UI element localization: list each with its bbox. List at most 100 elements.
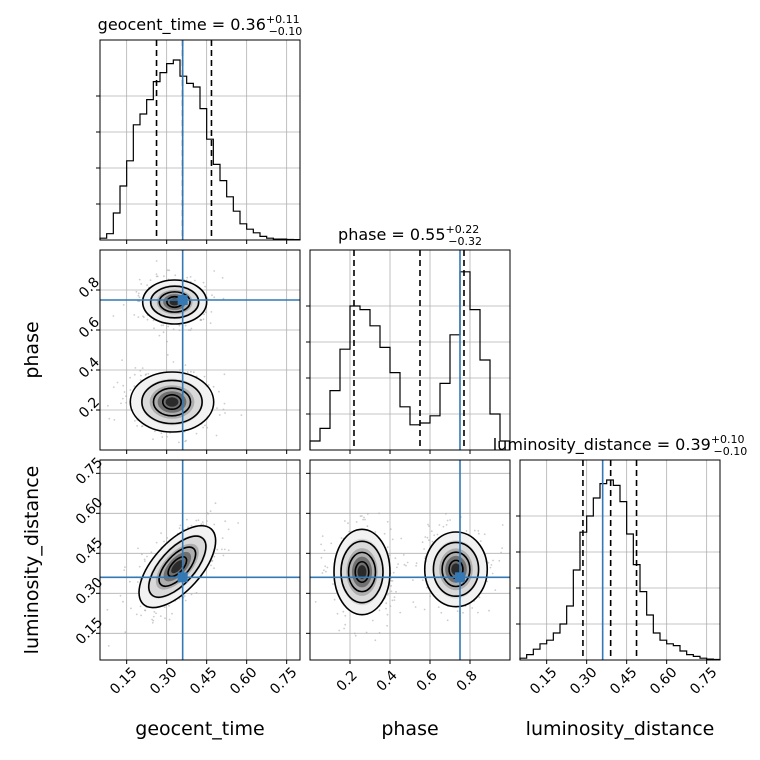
pair-phase-dist-sample-point [396, 566, 398, 569]
pair-phase-dist-sample-point [393, 596, 396, 598]
pair-time-phase-sample-point [129, 389, 132, 391]
pair-phase-dist-sample-point [392, 571, 395, 574]
pair-time-phase-ytick-label-2: 0.6 [76, 314, 103, 341]
pair-phase-dist-sample-point [438, 524, 441, 526]
pair-time-phase-sample-point [143, 316, 145, 319]
pair-time-phase-sample-point [186, 276, 189, 279]
pair-time-dist-ytick-label-3: 0.60 [73, 495, 106, 528]
pair-time-phase-sample-point [140, 374, 142, 377]
pair-time-dist-sample-point [136, 581, 139, 583]
pair-time-phase-sample-point [141, 367, 144, 369]
hist-phase-frame [309, 249, 511, 451]
pair-phase-dist-sample-point [415, 564, 417, 567]
pair-time-phase-sample-point [224, 412, 226, 414]
pair-phase-dist-sample-point [383, 532, 386, 535]
hist-geocent-time-histogram-steps [99, 59, 301, 241]
pair-phase-dist-contour-1-1 [432, 541, 480, 598]
histogram-panel-geocent-time: geocent_time = 0.36+0.11 −0.10 [96, 13, 302, 244]
pair-time-phase-sample-point [240, 414, 243, 416]
pair-phase-dist-sample-point [445, 512, 447, 515]
pair-time-phase-sample-point [202, 281, 205, 284]
pair-time-phase-sample-point [141, 425, 144, 427]
pair-time-phase-sample-point [223, 373, 226, 376]
pair-time-phase-sample-point [189, 329, 192, 332]
pair-phase-dist-sample-point [330, 542, 333, 545]
pair-time-dist-sample-point [152, 619, 155, 622]
hist-luminosity-distance-xtick-label-0: 0.15 [527, 664, 560, 697]
pair-time-dist-sample-point [106, 608, 109, 611]
pair-time-dist-sample-point [107, 645, 110, 647]
pair-time-phase-sample-point [178, 441, 180, 444]
pair-phase-dist-contour-0-3 [354, 560, 370, 584]
pair-time-phase-sample-point [218, 390, 220, 393]
pair-phase-dist-sample-point [449, 519, 451, 521]
pair-phase-dist-plot-area [314, 512, 504, 642]
pair-time-dist-sample-point [144, 609, 147, 612]
pair-time-phase-sample-point [166, 269, 169, 272]
pair-time-dist-frame [99, 459, 301, 661]
pair-time-dist-sample-point [195, 519, 198, 522]
pair-phase-dist-sample-point [347, 522, 349, 525]
pair-time-phase-sample-point [221, 277, 224, 279]
pair-phase-dist-sample-point [487, 561, 490, 564]
pair-phase-dist-sample-point [365, 631, 368, 634]
pair-phase-dist-sample-point [436, 533, 439, 536]
pair-phase-dist-sample-point [366, 525, 369, 528]
pair-phase-dist-contour-1-2 [441, 551, 471, 588]
pair-time-dist-contour-0-3 [167, 555, 188, 578]
pair-time-phase-sample-point [184, 324, 187, 327]
pair-phase-dist-sample-point [429, 595, 432, 598]
pair-phase-dist-sample-point [426, 586, 428, 589]
pair-time-phase-sample-point [204, 285, 207, 288]
pair-time-phase-sample-point [167, 325, 170, 328]
pair-time-phase-sample-point [222, 297, 225, 300]
pair-phase-dist-sample-point [385, 602, 388, 605]
pair-time-dist-sample-point [224, 520, 227, 523]
pair-time-phase-sample-point [155, 260, 158, 262]
pair-phase-dist-sample-point [389, 605, 392, 607]
pair-time-phase-sample-point [216, 407, 218, 409]
pair-time-phase-sample-point [137, 316, 140, 318]
pair-time-dist-sample-point [141, 553, 143, 556]
pair-time-phase-sample-point [211, 294, 213, 297]
pair-phase-dist-sample-point [323, 569, 325, 572]
pair-phase-dist-sample-point [320, 543, 322, 546]
contour-panel-geocent-time-vs-luminosity-distance: 0.150.300.450.600.750.15 0.30 0.45 0.60 0.75 [73, 455, 301, 698]
pair-phase-dist-sample-point [397, 563, 399, 565]
pair-time-dist-sample-point [160, 532, 163, 534]
pair-phase-dist-sample-point [386, 613, 389, 616]
hist-luminosity-distance-histogram-steps [519, 479, 721, 661]
pair-time-dist-sample-point [155, 612, 157, 615]
pair-phase-dist-sample-point [394, 557, 397, 560]
pair-time-phase-sample-point [178, 329, 181, 332]
pair-phase-dist-sample-point [390, 590, 393, 593]
pair-time-phase-sample-point [113, 419, 116, 421]
pair-time-dist-sample-point [221, 548, 223, 551]
pair-time-dist-sample-point [135, 613, 138, 616]
y-axis-label-phase: phase [21, 321, 43, 378]
pair-time-phase-sample-point [184, 364, 187, 366]
pair-phase-dist-sample-point [492, 559, 494, 562]
histogram-panel-luminosity-distance: 0.15 0.30 0.45 0.60 0.75 luminosity_distance … [493, 433, 748, 698]
pair-time-phase-sample-point [155, 273, 158, 275]
pair-phase-dist-sample-point [491, 572, 494, 575]
pair-time-phase-sample-point [146, 318, 149, 321]
pair-phase-dist-sample-point [403, 563, 406, 566]
pair-phase-dist-sample-point [430, 530, 433, 533]
pair-phase-dist-sample-point [501, 524, 504, 526]
pair-time-phase-sample-point [202, 426, 205, 429]
pair-phase-dist-sample-point [320, 556, 323, 559]
pair-time-phase-sample-point [108, 417, 111, 420]
pair-time-phase-sample-point [168, 269, 171, 272]
pair-time-phase-sample-point [206, 426, 209, 429]
pair-time-phase-sample-point [161, 436, 164, 438]
pair-time-phase-plot-area [107, 260, 243, 444]
pair-time-dist-contour-0-1 [148, 535, 207, 598]
pair-time-phase-sample-point [190, 327, 193, 330]
pair-phase-dist-sample-point [421, 541, 424, 544]
pair-time-dist-sample-point [195, 591, 198, 594]
pair-time-phase-truth-marker [177, 295, 188, 305]
pair-time-phase-sample-point [120, 402, 122, 405]
pair-time-phase-sample-point [154, 430, 156, 433]
pair-phase-dist-sample-point [423, 548, 425, 550]
